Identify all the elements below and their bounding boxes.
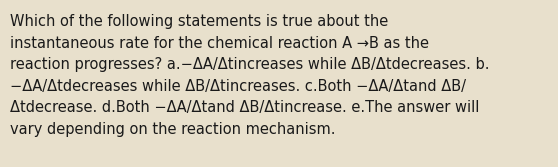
- Text: Which of the following statements is true about the
instantaneous rate for the c: Which of the following statements is tru…: [10, 14, 489, 137]
